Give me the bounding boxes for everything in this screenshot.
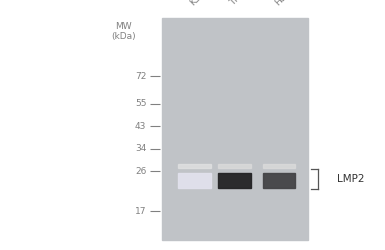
Text: 55: 55 [135,99,146,108]
Text: THP-1: THP-1 [228,0,253,8]
Text: 72: 72 [135,72,146,81]
Text: 26: 26 [135,167,146,176]
Bar [178,173,211,188]
Bar [219,173,251,188]
Text: (kDa): (kDa) [111,32,136,41]
Bar [178,164,211,168]
Text: MW: MW [115,22,132,31]
Bar [162,18,308,240]
Text: K562: K562 [188,0,211,8]
Text: 34: 34 [135,144,146,153]
Text: 17: 17 [135,207,146,216]
Text: HL-60: HL-60 [273,0,298,8]
Bar [219,164,251,168]
Text: LMP2: LMP2 [337,174,364,184]
Bar [263,173,295,188]
Text: 43: 43 [135,122,146,131]
Bar [263,164,295,168]
